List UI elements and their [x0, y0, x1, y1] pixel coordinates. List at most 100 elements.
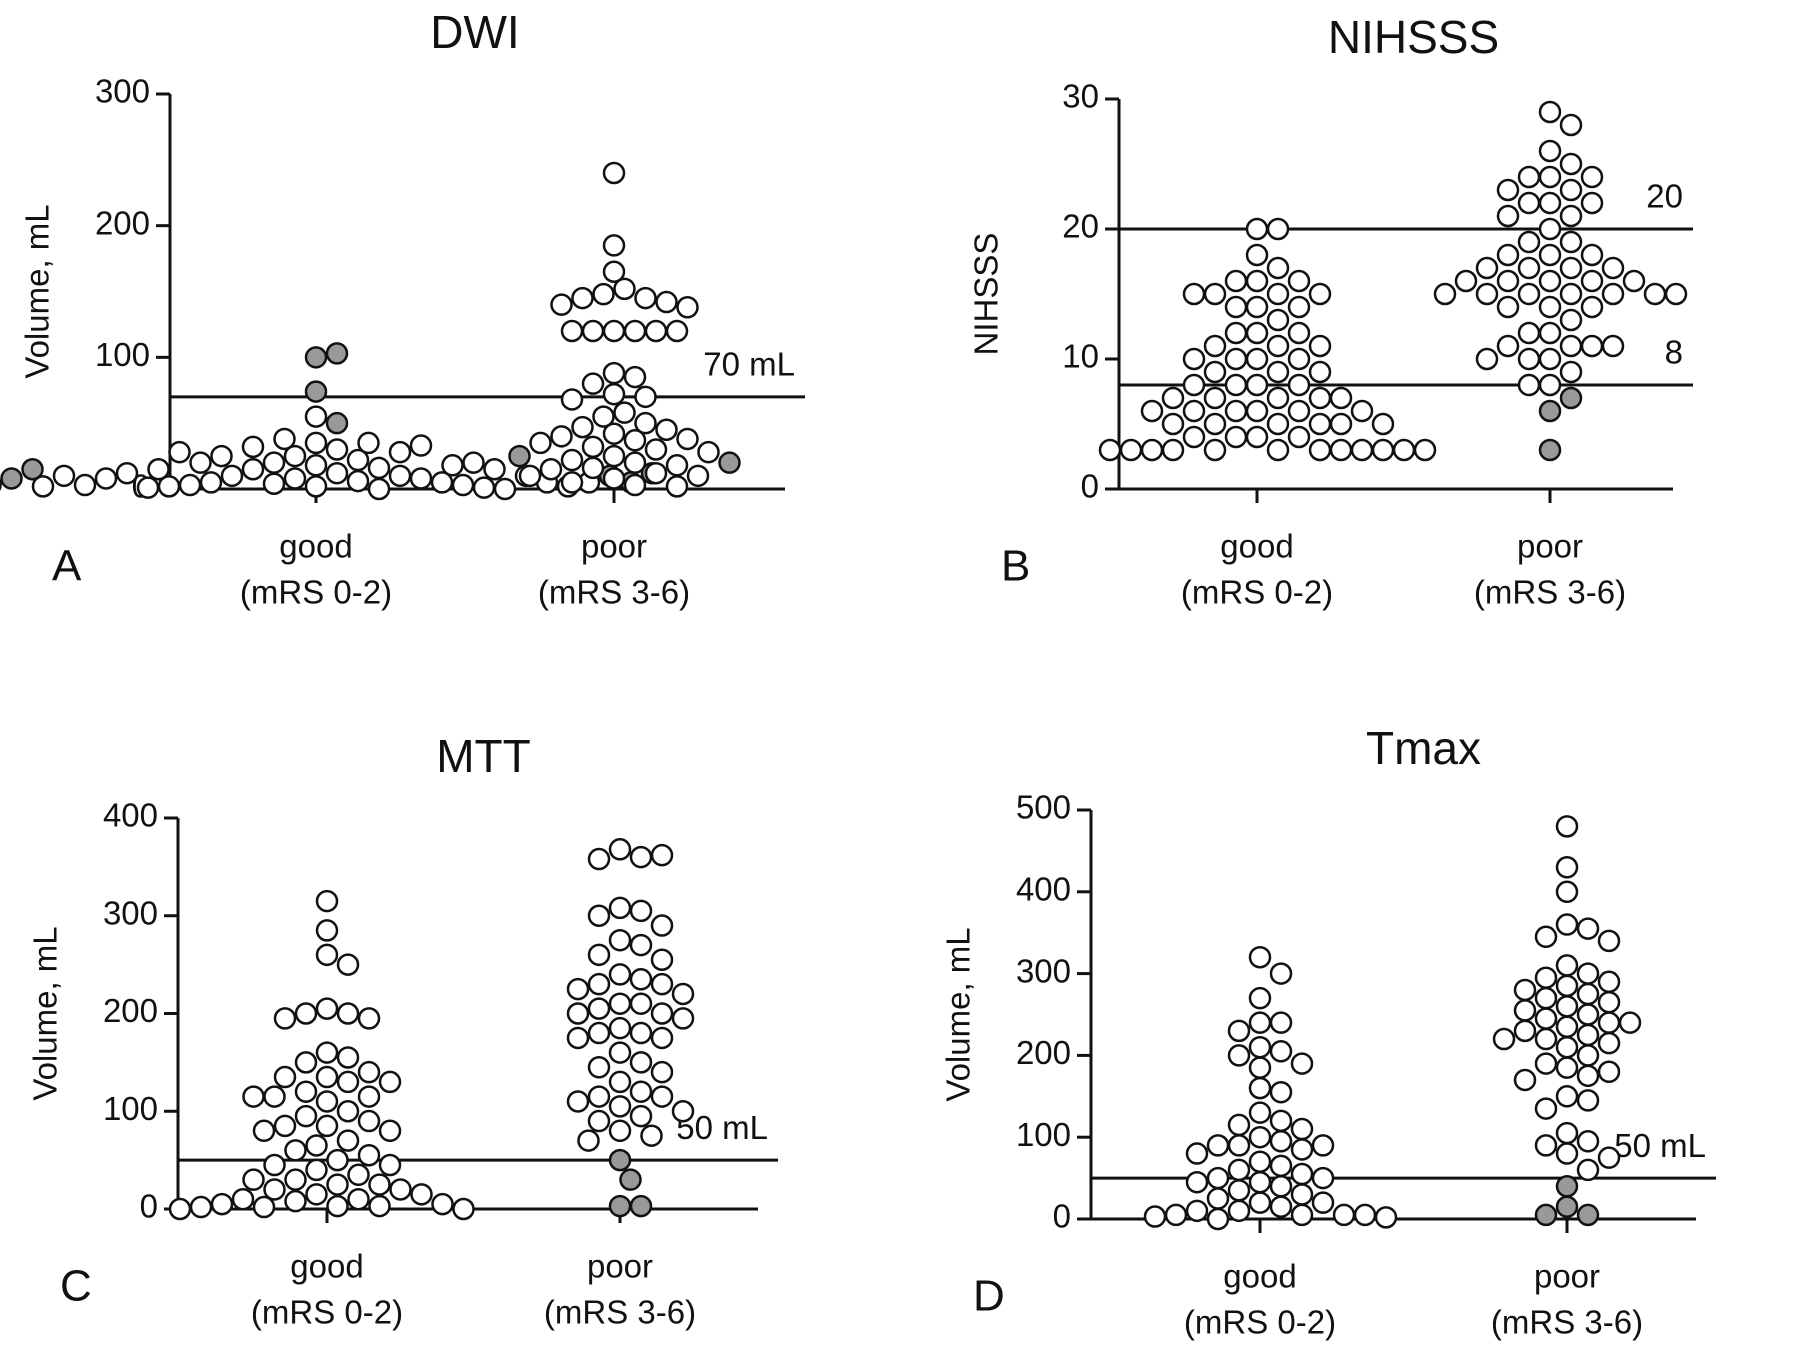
data-point — [566, 1002, 590, 1025]
data-point — [1597, 970, 1621, 994]
data-point — [252, 1119, 276, 1143]
data-point — [1555, 974, 1579, 998]
data-point — [1185, 1142, 1209, 1165]
data-point — [1475, 282, 1499, 306]
data-point — [671, 982, 695, 1006]
data-point — [560, 448, 584, 472]
data-point — [1245, 295, 1269, 319]
data-point — [1140, 399, 1164, 423]
data-point — [644, 438, 668, 461]
data-point — [619, 1168, 642, 1191]
data-point — [1576, 1203, 1600, 1227]
panel-letter: B — [1001, 542, 1030, 591]
data-point — [1245, 399, 1269, 423]
data-point — [608, 1194, 632, 1218]
panel-letter: C — [60, 1262, 92, 1311]
data-point — [1454, 269, 1478, 293]
data-point — [1597, 1031, 1621, 1055]
data-point — [1496, 334, 1520, 358]
data-point — [441, 454, 464, 477]
data-point — [1517, 347, 1541, 371]
data-point — [357, 1085, 381, 1108]
y-axis-label: Volume, mL — [940, 927, 977, 1101]
data-point — [410, 1183, 433, 1206]
data-point — [326, 1173, 349, 1196]
data-point — [644, 461, 668, 485]
data-point — [629, 845, 653, 869]
data-point — [650, 843, 674, 867]
y-tick-label: 100 — [95, 336, 150, 373]
data-point — [273, 427, 296, 451]
data-point — [665, 319, 689, 343]
data-point — [1290, 1183, 1314, 1206]
data-point — [367, 477, 391, 501]
data-point — [1248, 1150, 1272, 1173]
data-point — [1559, 308, 1583, 332]
data-point — [539, 458, 563, 481]
data-point — [1576, 1089, 1600, 1112]
data-point — [1248, 1170, 1272, 1194]
data-point — [608, 1148, 632, 1172]
data-point — [634, 411, 657, 435]
chart-title: MTT — [436, 730, 531, 782]
data-point — [1245, 347, 1269, 371]
data-point — [1538, 100, 1562, 124]
data-point — [1143, 1205, 1167, 1228]
data-point — [1287, 425, 1311, 449]
data-point — [1559, 334, 1583, 358]
data-point — [210, 1192, 234, 1216]
data-point — [566, 1026, 590, 1050]
data-point — [326, 1194, 349, 1218]
data-point — [1475, 256, 1499, 280]
data-point — [1266, 438, 1290, 462]
data-point — [462, 451, 485, 474]
data-point — [1140, 438, 1164, 462]
data-point — [1555, 815, 1579, 838]
data-point — [1266, 412, 1290, 436]
data-point — [357, 431, 380, 455]
data-point — [1475, 347, 1499, 371]
data-point — [629, 992, 653, 1015]
data-point — [1538, 399, 1562, 423]
data-point — [1496, 295, 1520, 319]
x-tick-label: good — [1223, 1258, 1296, 1295]
data-point — [389, 1178, 412, 1201]
data-point — [1534, 1007, 1558, 1030]
data-point — [1308, 386, 1332, 410]
data-point — [0, 467, 23, 490]
data-point — [315, 997, 339, 1020]
data-point — [263, 1153, 286, 1177]
data-point — [602, 444, 626, 468]
data-point — [315, 1065, 339, 1089]
data-point — [1269, 1175, 1293, 1198]
data-point — [1513, 1019, 1537, 1043]
data-point — [1248, 1101, 1272, 1124]
data-point — [608, 1070, 632, 1094]
data-point — [1538, 243, 1562, 267]
data-point — [1227, 1113, 1251, 1137]
data-point — [210, 444, 233, 468]
data-point — [1311, 1134, 1335, 1157]
data-point — [1597, 1011, 1621, 1034]
data-point — [1245, 243, 1269, 267]
data-point — [1433, 282, 1457, 306]
data-point — [1224, 425, 1248, 449]
data-point — [31, 475, 55, 498]
data-point — [1517, 282, 1541, 306]
data-point — [718, 451, 741, 474]
data-point — [1496, 204, 1520, 228]
data-point — [242, 1085, 265, 1108]
x-tick-label: poor — [1517, 528, 1583, 565]
data-point — [1287, 269, 1311, 293]
data-point — [1311, 1166, 1335, 1190]
data-point — [1618, 1011, 1642, 1034]
data-point — [602, 161, 626, 185]
data-point — [1269, 1109, 1293, 1133]
data-point — [560, 471, 584, 494]
data-point — [1576, 1130, 1600, 1153]
data-point — [1538, 373, 1562, 397]
data-point — [1182, 425, 1206, 449]
data-point — [623, 473, 647, 497]
data-point — [587, 943, 611, 967]
